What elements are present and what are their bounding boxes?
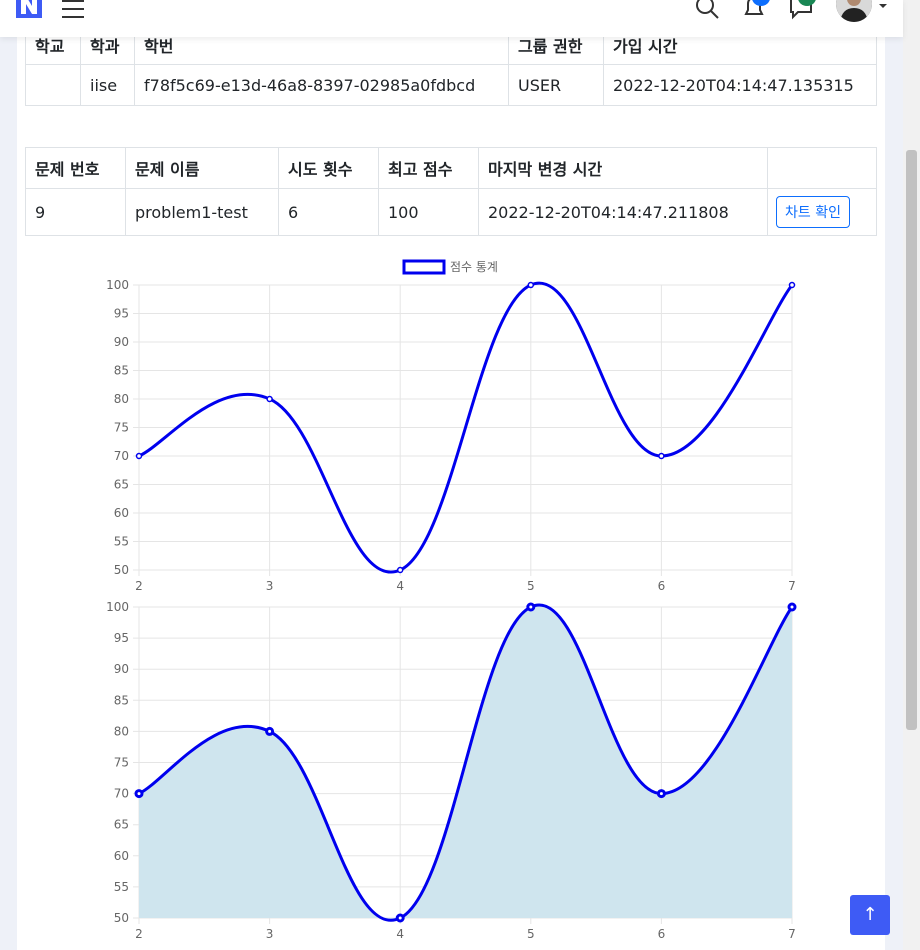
content-card	[17, 0, 885, 950]
cell-problem-number: 9	[25, 188, 126, 236]
top-navbar: 1 3	[0, 0, 903, 37]
cell-action: 차트 확인	[767, 188, 877, 236]
header-last-modified: 마지막 변경 시간	[478, 147, 768, 189]
cell-school	[25, 64, 81, 106]
cell-last-modified: 2022-12-20T04:14:47.211808	[478, 188, 768, 236]
cell-group-role: USER	[508, 64, 604, 106]
notification-badge: 1	[752, 0, 770, 6]
cell-join-time: 2022-12-20T04:14:47.135315	[603, 64, 877, 106]
menu-toggle-icon[interactable]	[62, 0, 84, 18]
header-best-score: 최고 점수	[378, 147, 479, 189]
cell-problem-name: problem1-test	[125, 188, 279, 236]
user-avatar[interactable]	[836, 0, 872, 22]
search-icon[interactable]	[694, 0, 720, 20]
problem-table-row: 9 problem1-test 6 100 2022-12-20T04:14:4…	[25, 188, 877, 236]
header-attempts: 시도 횟수	[278, 147, 379, 189]
chevron-down-icon[interactable]	[878, 2, 888, 10]
cell-student-id: f78f5c69-e13d-46a8-8397-02985a0fdbcd	[134, 64, 509, 106]
problem-table-header-row: 문제 번호 문제 이름 시도 횟수 최고 점수 마지막 변경 시간	[25, 147, 877, 189]
message-badge: 3	[798, 0, 816, 6]
cell-department: iise	[80, 64, 135, 106]
cell-best-score: 100	[378, 188, 479, 236]
header-problem-name: 문제 이름	[125, 147, 279, 189]
problem-table: 문제 번호 문제 이름 시도 횟수 최고 점수 마지막 변경 시간 9 prob…	[25, 147, 877, 236]
user-table-row: iise f78f5c69-e13d-46a8-8397-02985a0fdbc…	[25, 64, 877, 106]
arrow-up-icon: ↑	[862, 904, 878, 925]
scrollbar-thumb[interactable]	[906, 150, 917, 730]
scroll-to-top-button[interactable]: ↑	[850, 895, 890, 935]
header-action	[767, 147, 877, 189]
view-chart-button[interactable]: 차트 확인	[776, 196, 850, 228]
cell-attempts: 6	[278, 188, 379, 236]
header-problem-number: 문제 번호	[25, 147, 126, 189]
app-logo-icon[interactable]	[16, 0, 42, 18]
